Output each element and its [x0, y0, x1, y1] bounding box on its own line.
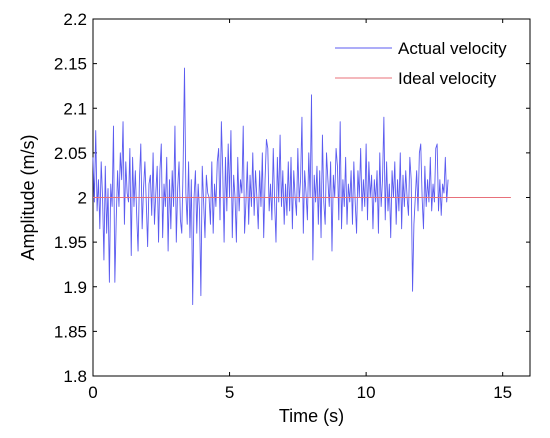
y-axis-title: Amplitude (m/s) [18, 134, 38, 260]
y-tick-label: 2.2 [63, 10, 87, 29]
series-line-actual-velocity [92, 67, 449, 306]
x-tick-label: 10 [357, 383, 376, 402]
legend-label-actual-velocity: Actual velocity [398, 39, 507, 58]
x-tick-label: 15 [493, 383, 512, 402]
series-lines [92, 67, 511, 306]
legend: Actual velocity Ideal velocity [335, 39, 507, 88]
y-tick-label: 1.95 [54, 233, 87, 252]
y-tick-label: 2.05 [54, 144, 87, 163]
y-tick-label: 1.85 [54, 322, 87, 341]
x-tick-label: 5 [225, 383, 234, 402]
tick-labels: 0 5 10 15 1.8 1.85 1.9 1.95 2 2.05 2.1 2.15 2.2 [54, 10, 512, 402]
x-axis-title: Time (s) [279, 406, 344, 426]
x-tick-label: 0 [88, 383, 97, 402]
y-tick-label: 1.9 [63, 278, 87, 297]
y-tick-label: 2.1 [63, 99, 87, 118]
y-tick-label: 2.15 [54, 55, 87, 74]
legend-label-ideal-velocity: Ideal velocity [398, 69, 497, 88]
y-tick-label: 1.8 [63, 367, 87, 386]
y-tick-label: 2 [78, 189, 87, 208]
